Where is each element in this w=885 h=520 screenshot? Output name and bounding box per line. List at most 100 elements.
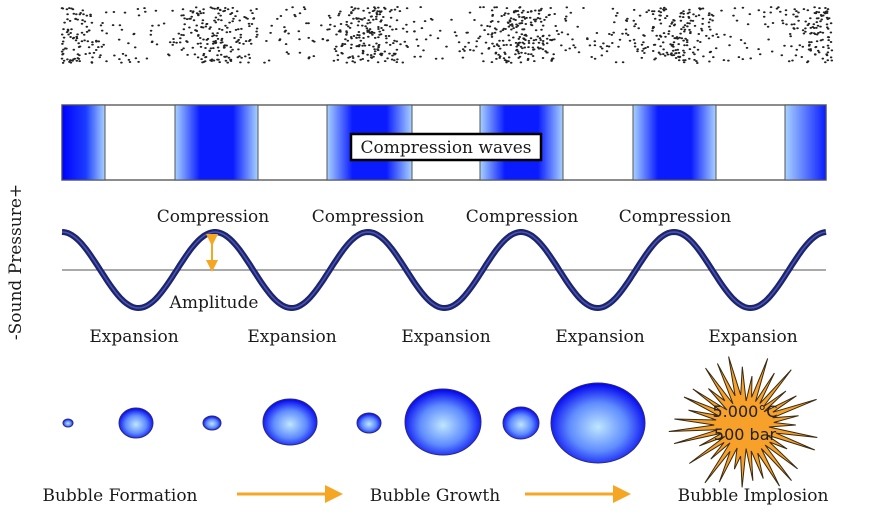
molecule-dot — [624, 32, 628, 35]
molecule-dot — [255, 35, 258, 38]
molecule-dot — [526, 57, 530, 60]
molecule-dot — [758, 53, 762, 56]
molecule-dot — [239, 33, 243, 36]
molecule-dot — [537, 9, 541, 12]
molecule-dot — [189, 10, 192, 12]
molecule-dot — [654, 57, 657, 60]
molecule-dot — [235, 10, 239, 13]
molecule-dot — [528, 16, 532, 19]
molecule-dot — [80, 31, 84, 34]
molecule-dot — [545, 16, 548, 19]
molecule-dot — [515, 31, 518, 34]
molecule-dot — [700, 27, 703, 30]
molecule-dot — [105, 32, 108, 35]
molecule-dot — [61, 7, 65, 10]
molecule-dot — [225, 31, 229, 34]
molecule-dot — [385, 37, 388, 40]
molecule-dot — [85, 14, 89, 17]
molecule-dot — [367, 35, 370, 38]
molecule-dot — [651, 50, 655, 52]
molecule-dot — [405, 30, 409, 33]
expansion-label: Expansion — [247, 327, 336, 347]
molecule-dot — [182, 47, 185, 50]
molecule-dot — [509, 61, 513, 64]
molecule-dot — [722, 59, 726, 62]
molecule-dot — [795, 10, 798, 13]
molecule-dot — [582, 7, 585, 9]
molecule-dot — [494, 52, 498, 55]
molecule-dot — [239, 36, 242, 39]
molecule-dot — [388, 52, 391, 55]
molecule-dot — [564, 49, 567, 52]
molecule-dot — [61, 53, 64, 56]
molecule-dot — [632, 8, 636, 11]
molecule-dot — [365, 27, 369, 30]
molecule-dot — [746, 23, 750, 26]
molecule-dot — [361, 58, 365, 60]
molecule-dot — [806, 61, 809, 64]
molecule-dot — [202, 8, 205, 11]
molecule-dot — [653, 17, 657, 20]
molecule-dot — [383, 50, 387, 53]
molecule-dot — [240, 56, 243, 59]
molecule-dot — [541, 24, 545, 27]
molecule-dot — [217, 12, 220, 15]
molecule-dot — [745, 46, 749, 49]
molecule-dot — [808, 41, 811, 44]
stage-label-implosion: Bubble Implosion — [678, 486, 829, 506]
molecule-dot — [793, 23, 796, 26]
molecule-dot — [231, 48, 234, 51]
molecule-dot — [368, 21, 372, 24]
molecule-dot — [526, 11, 530, 14]
molecule-dot — [767, 38, 770, 41]
molecule-dot — [422, 49, 425, 52]
molecule-dot — [781, 19, 784, 22]
molecule-dot — [66, 18, 69, 21]
molecule-dot — [538, 37, 542, 40]
molecule-dot — [549, 7, 552, 9]
molecule-dot — [644, 47, 647, 49]
molecule-dot — [509, 17, 513, 20]
molecule-dot — [512, 11, 516, 14]
molecule-dot — [541, 48, 545, 51]
molecule-dot — [77, 57, 81, 60]
molecule-dot — [519, 45, 523, 48]
molecule-dot — [226, 8, 230, 11]
molecule-dot — [652, 43, 656, 46]
molecule-dot — [659, 45, 662, 48]
molecule-dot — [697, 14, 701, 17]
molecule-dot — [512, 18, 516, 21]
molecule-dot — [350, 43, 353, 46]
molecule-dot — [497, 53, 500, 56]
molecule-dot — [294, 15, 297, 18]
molecule-dot — [827, 47, 830, 50]
molecule-dot — [529, 21, 533, 24]
molecule-dot — [120, 61, 123, 64]
molecule-dot — [818, 7, 821, 10]
molecule-dot — [372, 55, 375, 58]
molecule-dot — [368, 11, 371, 14]
molecule-dot — [388, 10, 392, 13]
molecule-dot — [707, 14, 711, 17]
molecule-dot — [826, 8, 830, 11]
molecule-dot — [413, 55, 417, 58]
molecule-dot — [375, 13, 379, 16]
molecule-dot — [212, 47, 215, 50]
molecule-dot — [420, 27, 424, 30]
molecule-dot — [137, 60, 140, 63]
molecule-dot — [75, 13, 78, 16]
molecule-dot — [560, 44, 563, 47]
molecule-dot — [415, 38, 419, 41]
molecule-dot — [390, 9, 393, 11]
molecule-dot — [61, 42, 64, 45]
molecule-dot — [679, 12, 683, 15]
molecule-dot — [646, 46, 650, 48]
molecule-dot — [495, 43, 499, 46]
molecule-dot — [347, 25, 350, 28]
molecule-dot — [524, 52, 527, 55]
molecule-dot — [405, 7, 409, 10]
molecule-dot — [339, 30, 342, 33]
molecule-dot — [457, 41, 461, 44]
molecule-dot — [291, 6, 294, 9]
molecule-dot — [88, 52, 91, 55]
